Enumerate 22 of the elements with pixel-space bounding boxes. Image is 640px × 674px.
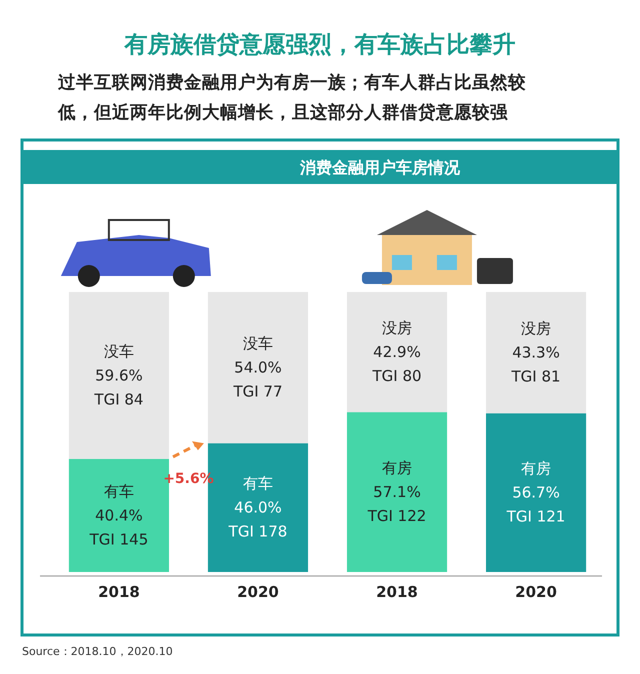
text: 过半互联网消费金融用户为有房一族；有车人群占比虽然较低，但近两年比例大幅增长，且这部分人群借贷意愿较强 xyxy=(57,72,527,123)
x-tick-label: 2020 xyxy=(237,583,279,601)
data-label: 有房 56.7% TGI 121 xyxy=(506,460,566,526)
source-note: Source：2018.10，2020.10 xyxy=(22,645,173,658)
data-label: 有房 57.1% TGI 122 xyxy=(366,459,426,526)
x-tick-label: 2018 xyxy=(376,583,418,601)
bar xyxy=(346,412,448,572)
chart-subtitle: 有房族借贷意愿强烈，有车族占比攀升 xyxy=(124,31,516,58)
x-tick-label: 2020 xyxy=(515,583,557,601)
data-label: 有车 40.4% TGI 145 xyxy=(88,482,148,548)
bar xyxy=(486,413,586,572)
bar xyxy=(486,292,586,414)
data-label: 没车 59.6% TGI 84 xyxy=(93,342,144,408)
x-tick-label: 2018 xyxy=(98,583,140,601)
data-label: 没房 43.3% TGI 81 xyxy=(510,320,561,386)
data-label: 没房 42.9% TGI 80 xyxy=(371,319,422,386)
bar xyxy=(208,292,308,444)
data-label: 没车 54.0% TGI 77 xyxy=(232,334,283,401)
chart-title: 消费金融用户车房情况 xyxy=(299,158,461,177)
bar xyxy=(346,292,448,412)
bar xyxy=(68,292,170,459)
data-label: 有车 46.0% TGI 178 xyxy=(228,474,288,541)
